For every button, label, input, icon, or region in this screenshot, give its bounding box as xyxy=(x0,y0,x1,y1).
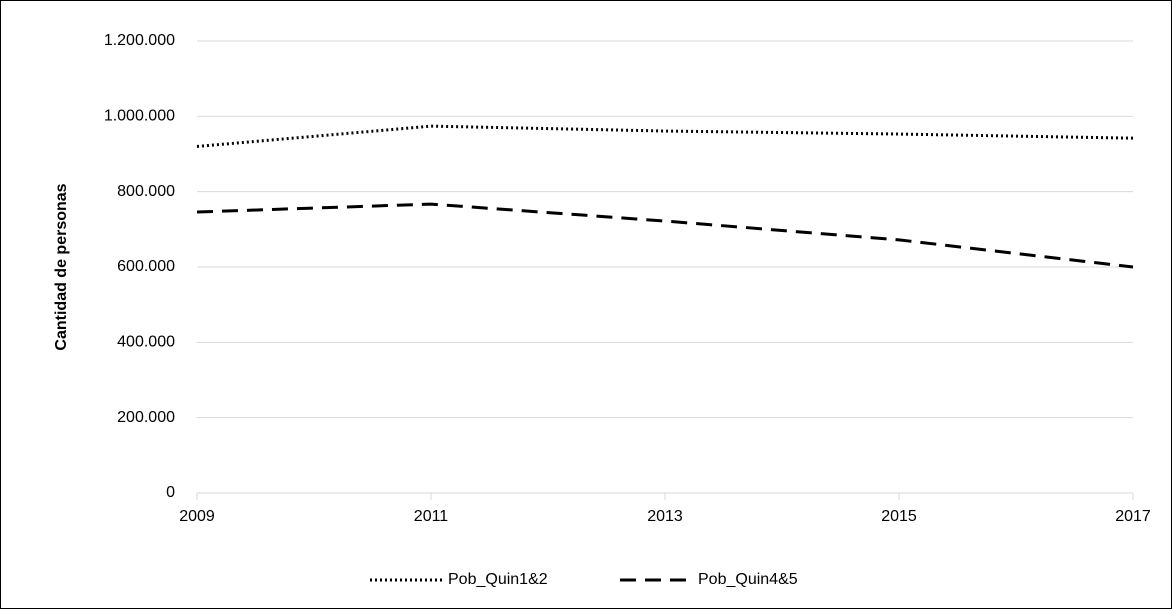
y-tick-label: 1.200.000 xyxy=(104,32,175,49)
y-tick-label: 800.000 xyxy=(117,183,175,200)
y-tick-label: 600.000 xyxy=(117,258,175,275)
x-tick-label: 2009 xyxy=(179,508,215,525)
y-axis-label: Cantidad de personas xyxy=(53,183,70,350)
legend-label: Pob_Quin1&2 xyxy=(448,571,548,588)
series-line xyxy=(196,202,1134,269)
x-tick-label: 2015 xyxy=(881,508,917,525)
x-tick-label: 2017 xyxy=(1115,508,1151,525)
y-tick-label: 200.000 xyxy=(117,409,175,426)
legend-label: Pob_Quin4&5 xyxy=(698,571,798,588)
y-tick-label: 1.000.000 xyxy=(104,108,175,125)
x-tick-label: 2011 xyxy=(414,508,449,525)
y-tick-label: 0 xyxy=(166,484,175,501)
series-line xyxy=(196,124,1134,148)
x-tick-label: 2013 xyxy=(647,508,683,525)
y-tick-label: 400.000 xyxy=(117,334,175,351)
